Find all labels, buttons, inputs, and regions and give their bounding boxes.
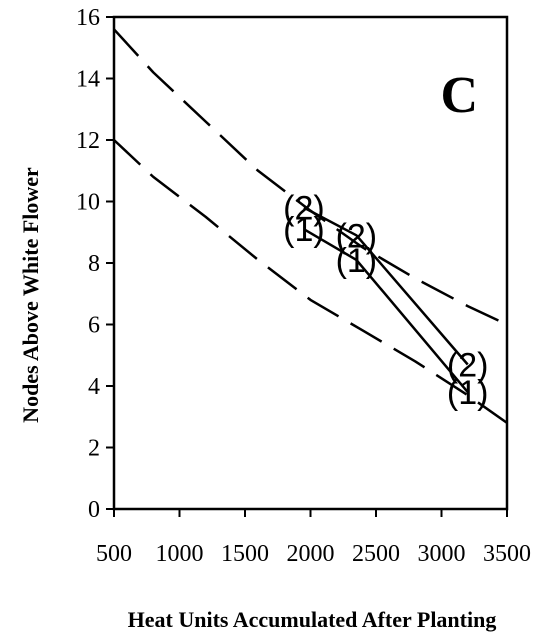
x-tick-label: 2500	[352, 541, 400, 567]
x-tick-label: 3500	[483, 541, 531, 567]
chart-marks	[113, 28, 508, 424]
y-axis-title: Nodes Above White Flower	[18, 167, 43, 423]
x-tick-label: 500	[96, 541, 132, 567]
point-label: (2)	[336, 217, 378, 255]
x-tick-label: 1000	[156, 541, 204, 567]
y-tick-label: 4	[88, 374, 100, 400]
x-tick-label: 3000	[418, 541, 466, 567]
point-label: (1)	[283, 211, 325, 249]
y-tick-label: 12	[76, 128, 100, 154]
point-labels: (2)(1) (2)(1)(2)(1)	[283, 190, 488, 413]
x-axis-ticks: 500 1000 1500 2000 2500 3000 3500	[96, 509, 531, 567]
point-label: (1)	[447, 374, 489, 412]
series-line-4	[303, 228, 469, 393]
series-line-3	[303, 206, 469, 366]
x-tick-label: 2000	[287, 541, 335, 567]
y-tick-label: 14	[76, 67, 100, 93]
y-axis-ticks: 0 2 4 6 8 10 12 14 16	[76, 5, 114, 523]
y-tick-label: 16	[76, 5, 100, 31]
x-tick-label: 1500	[221, 541, 269, 567]
point-label: (2)	[283, 190, 325, 228]
y-tick-label: 10	[76, 190, 100, 216]
panel-label: C	[440, 67, 478, 124]
y-tick-label: 8	[88, 251, 100, 277]
y-tick-label: 0	[88, 497, 100, 523]
y-tick-label: 2	[88, 436, 100, 462]
point-label: (2)	[447, 346, 489, 384]
x-axis-title: Heat Units Accumulated After Planting	[128, 607, 497, 632]
y-tick-label: 6	[88, 313, 100, 339]
point-label: (1)	[336, 242, 378, 280]
series-line-2	[113, 139, 508, 424]
